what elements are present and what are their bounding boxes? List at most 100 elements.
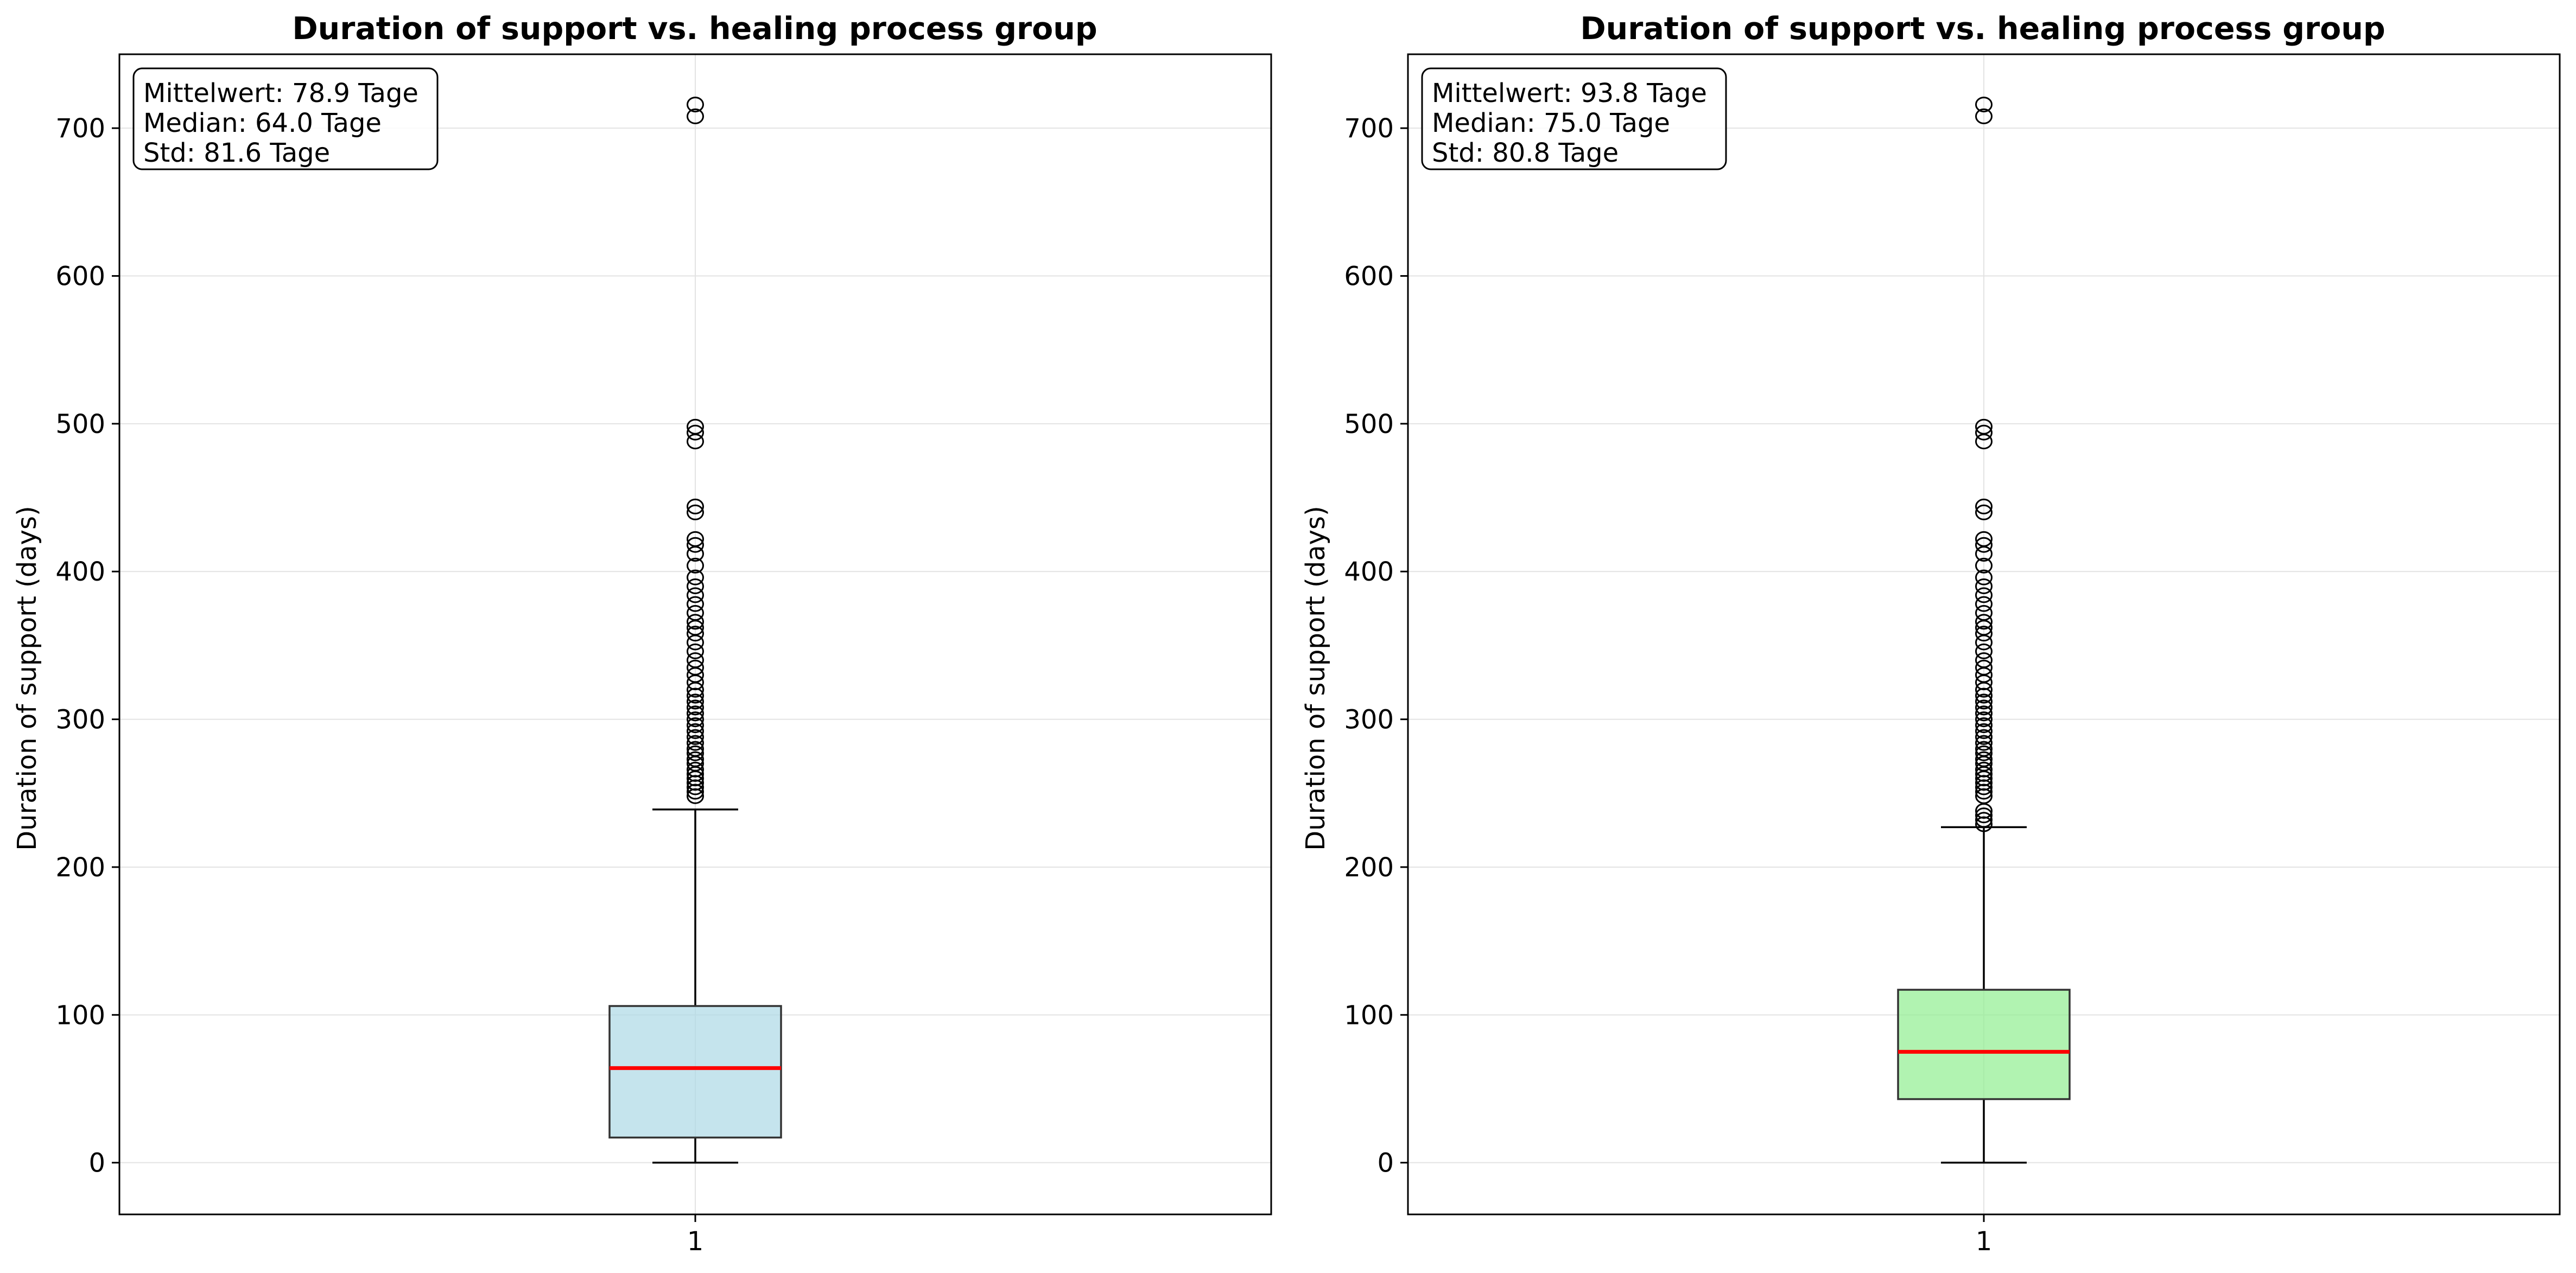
right-outlier-point xyxy=(1975,504,1993,520)
left-outlier-point xyxy=(687,97,704,113)
right-chart-title: Duration of support vs. healing process … xyxy=(1580,11,2385,47)
right-x-ticks: 1 xyxy=(1976,1214,1993,1257)
left-outlier-point xyxy=(687,717,704,733)
right-outlier-point xyxy=(1975,605,1993,621)
right-outlier-point xyxy=(1975,537,1993,553)
right-outlier-point xyxy=(1975,711,1993,728)
left-stats-line: Mittelwert: 78.9 Tage xyxy=(143,78,418,109)
left-outlier-point xyxy=(687,596,704,612)
left-y-tick-label: 400 xyxy=(55,557,105,587)
right-y-axis-label: Duration of support (days) xyxy=(1300,506,1331,851)
left-outlier-point xyxy=(687,626,704,642)
left-y-tick-label: 700 xyxy=(55,113,105,144)
right-outlier-point xyxy=(1975,652,1993,669)
left-outlier-point xyxy=(687,605,704,621)
right-panel: Duration of support vs. healing process … xyxy=(1300,11,2561,1257)
right-outlier-point xyxy=(1975,626,1993,642)
left-outlier-point xyxy=(687,557,704,574)
left-outlier-point xyxy=(687,745,704,761)
right-outlier-point xyxy=(1975,717,1993,733)
left-boxplot xyxy=(608,808,782,1164)
right-stats-line: Median: 75.0 Tage xyxy=(1432,108,1670,138)
left-outlier-point xyxy=(687,761,704,778)
right-outlier-point xyxy=(1975,531,1993,547)
right-outlier-point xyxy=(1975,659,1993,676)
right-outlier-point xyxy=(1975,418,1993,435)
right-y-tick-label: 300 xyxy=(1344,705,1394,735)
left-outlier-point xyxy=(687,693,704,710)
left-outlier-point xyxy=(687,652,704,669)
right-outlier-point xyxy=(1975,596,1993,612)
left-outlier-point xyxy=(687,699,704,716)
right-y-tick-label: 400 xyxy=(1344,557,1394,587)
left-x-tick-label: 1 xyxy=(687,1226,704,1257)
left-stats-frame xyxy=(132,67,439,170)
right-outlier-point xyxy=(1975,745,1993,761)
left-y-tick-label: 300 xyxy=(55,705,105,735)
right-outlier-point xyxy=(1975,108,1993,124)
left-outlier-point xyxy=(687,424,704,441)
left-stats-line: Median: 64.0 Tage xyxy=(143,108,382,138)
left-outliers xyxy=(687,97,704,804)
left-y-tick-label: 0 xyxy=(88,1148,105,1179)
right-stats-line: Std: 80.8 Tage xyxy=(1432,138,1619,168)
left-outlier-point xyxy=(687,498,704,514)
left-outlier-point xyxy=(687,578,704,594)
left-outlier-point xyxy=(687,587,704,603)
left-outlier-point xyxy=(687,537,704,553)
left-outlier-point xyxy=(687,614,704,630)
left-outlier-point xyxy=(687,643,704,659)
left-outlier-point xyxy=(687,751,704,767)
right-outlier-point xyxy=(1975,761,1993,778)
right-outlier-point xyxy=(1975,587,1993,603)
right-outlier-point xyxy=(1975,699,1993,716)
right-outlier-point xyxy=(1975,498,1993,514)
left-y-tick-label: 100 xyxy=(55,1000,105,1030)
right-y-tick-label: 100 xyxy=(1344,1000,1394,1030)
left-outlier-point xyxy=(687,723,704,739)
right-y-tick-label: 200 xyxy=(1344,852,1394,883)
left-outlier-point xyxy=(687,741,704,757)
right-stats-frame xyxy=(1421,67,1727,170)
left-outlier-point xyxy=(687,569,704,585)
right-outlier-point xyxy=(1975,723,1993,739)
right-outlier-point xyxy=(1975,812,1993,828)
left-outlier-point xyxy=(687,711,704,728)
right-outlier-point xyxy=(1975,735,1993,751)
right-boxplot xyxy=(1897,826,2071,1164)
left-chart-title: Duration of support vs. healing process … xyxy=(292,11,1097,47)
right-outlier-point xyxy=(1975,424,1993,441)
left-y-tick-label: 500 xyxy=(55,409,105,440)
left-outlier-point xyxy=(687,531,704,547)
right-y-tick-label: 700 xyxy=(1344,113,1394,144)
right-outlier-point xyxy=(1975,614,1993,630)
left-outlier-point xyxy=(687,108,704,124)
right-outliers xyxy=(1975,97,1993,832)
left-outlier-point xyxy=(687,729,704,745)
left-box xyxy=(608,1005,782,1139)
right-y-tick-label: 0 xyxy=(1377,1148,1394,1179)
right-y-tick-label: 600 xyxy=(1344,262,1394,292)
left-outlier-point xyxy=(687,418,704,435)
left-y-tick-label: 200 xyxy=(55,852,105,883)
left-y-ticks: 0 100 200 300 400 500 600 700 xyxy=(55,113,119,1179)
right-outlier-point xyxy=(1975,557,1993,574)
right-outlier-point xyxy=(1975,705,1993,722)
left-outlier-point xyxy=(687,659,704,676)
right-box xyxy=(1897,989,2071,1100)
right-outlier-point xyxy=(1975,569,1993,585)
right-outlier-point xyxy=(1975,741,1993,757)
right-outlier-point xyxy=(1975,643,1993,659)
right-outlier-point xyxy=(1975,693,1993,710)
left-y-axis-label: Duration of support (days) xyxy=(12,506,42,851)
right-y-ticks: 0 100 200 300 400 500 600 700 xyxy=(1344,113,1408,1179)
right-outlier-point xyxy=(1975,578,1993,594)
left-outlier-point xyxy=(687,504,704,520)
right-x-tick-label: 1 xyxy=(1976,1226,1993,1257)
right-outlier-point xyxy=(1975,751,1993,767)
right-y-tick-label: 500 xyxy=(1344,409,1394,440)
